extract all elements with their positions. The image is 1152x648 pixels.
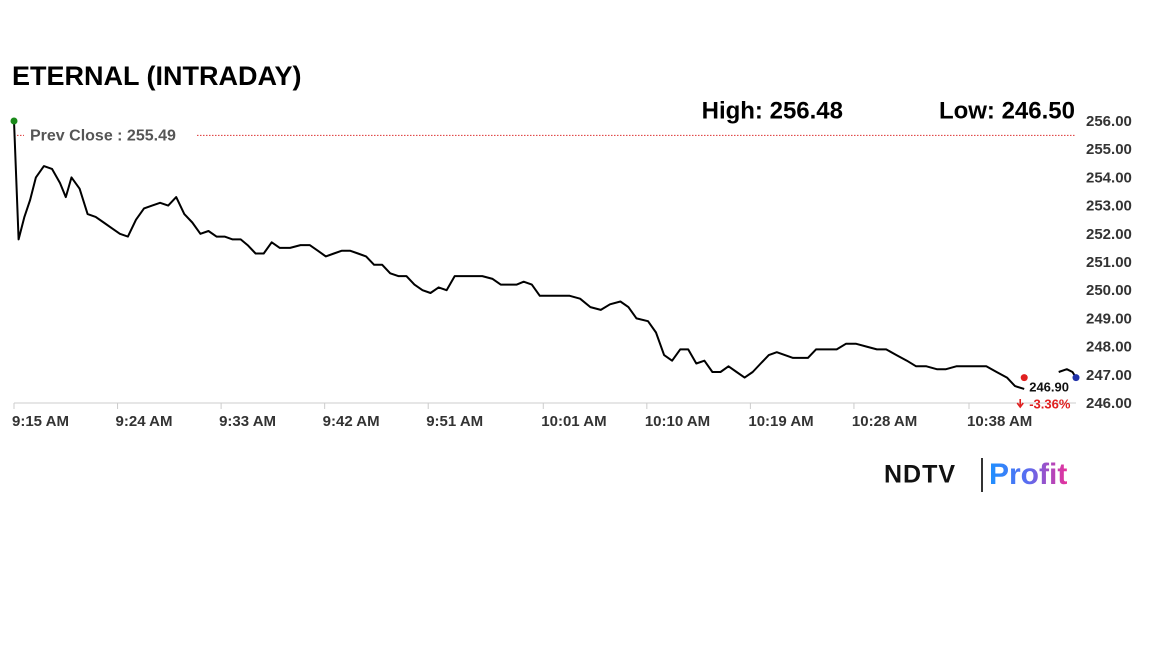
change-label: -3.36% xyxy=(1029,396,1071,411)
x-tick-label: 9:51 AM xyxy=(426,413,483,430)
logo-product: Profit xyxy=(989,458,1067,491)
low-label: Low: 246.50 xyxy=(939,97,1075,124)
logo-brand: NDTV xyxy=(884,461,956,489)
x-tick-label: 10:10 AM xyxy=(645,413,710,430)
y-tick-label: 249.00 xyxy=(1086,310,1132,327)
x-tick-label: 10:01 AM xyxy=(541,413,606,430)
last-price-dot xyxy=(1020,374,1028,382)
x-tick-label: 10:38 AM xyxy=(967,413,1032,430)
y-tick-label: 255.00 xyxy=(1086,141,1132,158)
x-tick-label: 9:33 AM xyxy=(219,413,276,430)
end-dot xyxy=(1072,374,1080,382)
y-tick-label: 256.00 xyxy=(1086,113,1132,130)
high-label: High: 256.48 xyxy=(702,97,843,124)
prev-close-label: Prev Close : 255.49 xyxy=(30,128,176,145)
down-arrow xyxy=(1016,399,1024,409)
prev-close-bg xyxy=(24,125,196,146)
y-tick-label: 246.00 xyxy=(1086,395,1132,412)
start-dot xyxy=(10,117,18,125)
y-tick-label: 252.00 xyxy=(1086,226,1132,243)
x-tick-label: 9:24 AM xyxy=(116,413,173,430)
x-tick-label: 10:19 AM xyxy=(748,413,813,430)
last-price-label: 246.90 xyxy=(1029,379,1069,394)
y-tick-label: 251.00 xyxy=(1086,254,1132,271)
chart-title: ETERNAL (INTRADAY) xyxy=(12,61,302,91)
price-line xyxy=(13,120,1077,390)
y-tick-label: 250.00 xyxy=(1086,282,1132,299)
y-tick-label: 253.00 xyxy=(1086,198,1132,215)
x-tick-label: 9:42 AM xyxy=(323,413,380,430)
y-tick-label: 248.00 xyxy=(1086,339,1132,356)
plot: 256.00 255.00 254.00 253.00 252.00 251.00 250.… xyxy=(10,113,1132,430)
x-tick-label: 9:15 AM xyxy=(12,413,69,430)
y-tick-label: 247.00 xyxy=(1086,367,1132,384)
x-tick-label: 10:28 AM xyxy=(852,413,917,430)
y-tick-label: 254.00 xyxy=(1086,169,1132,186)
